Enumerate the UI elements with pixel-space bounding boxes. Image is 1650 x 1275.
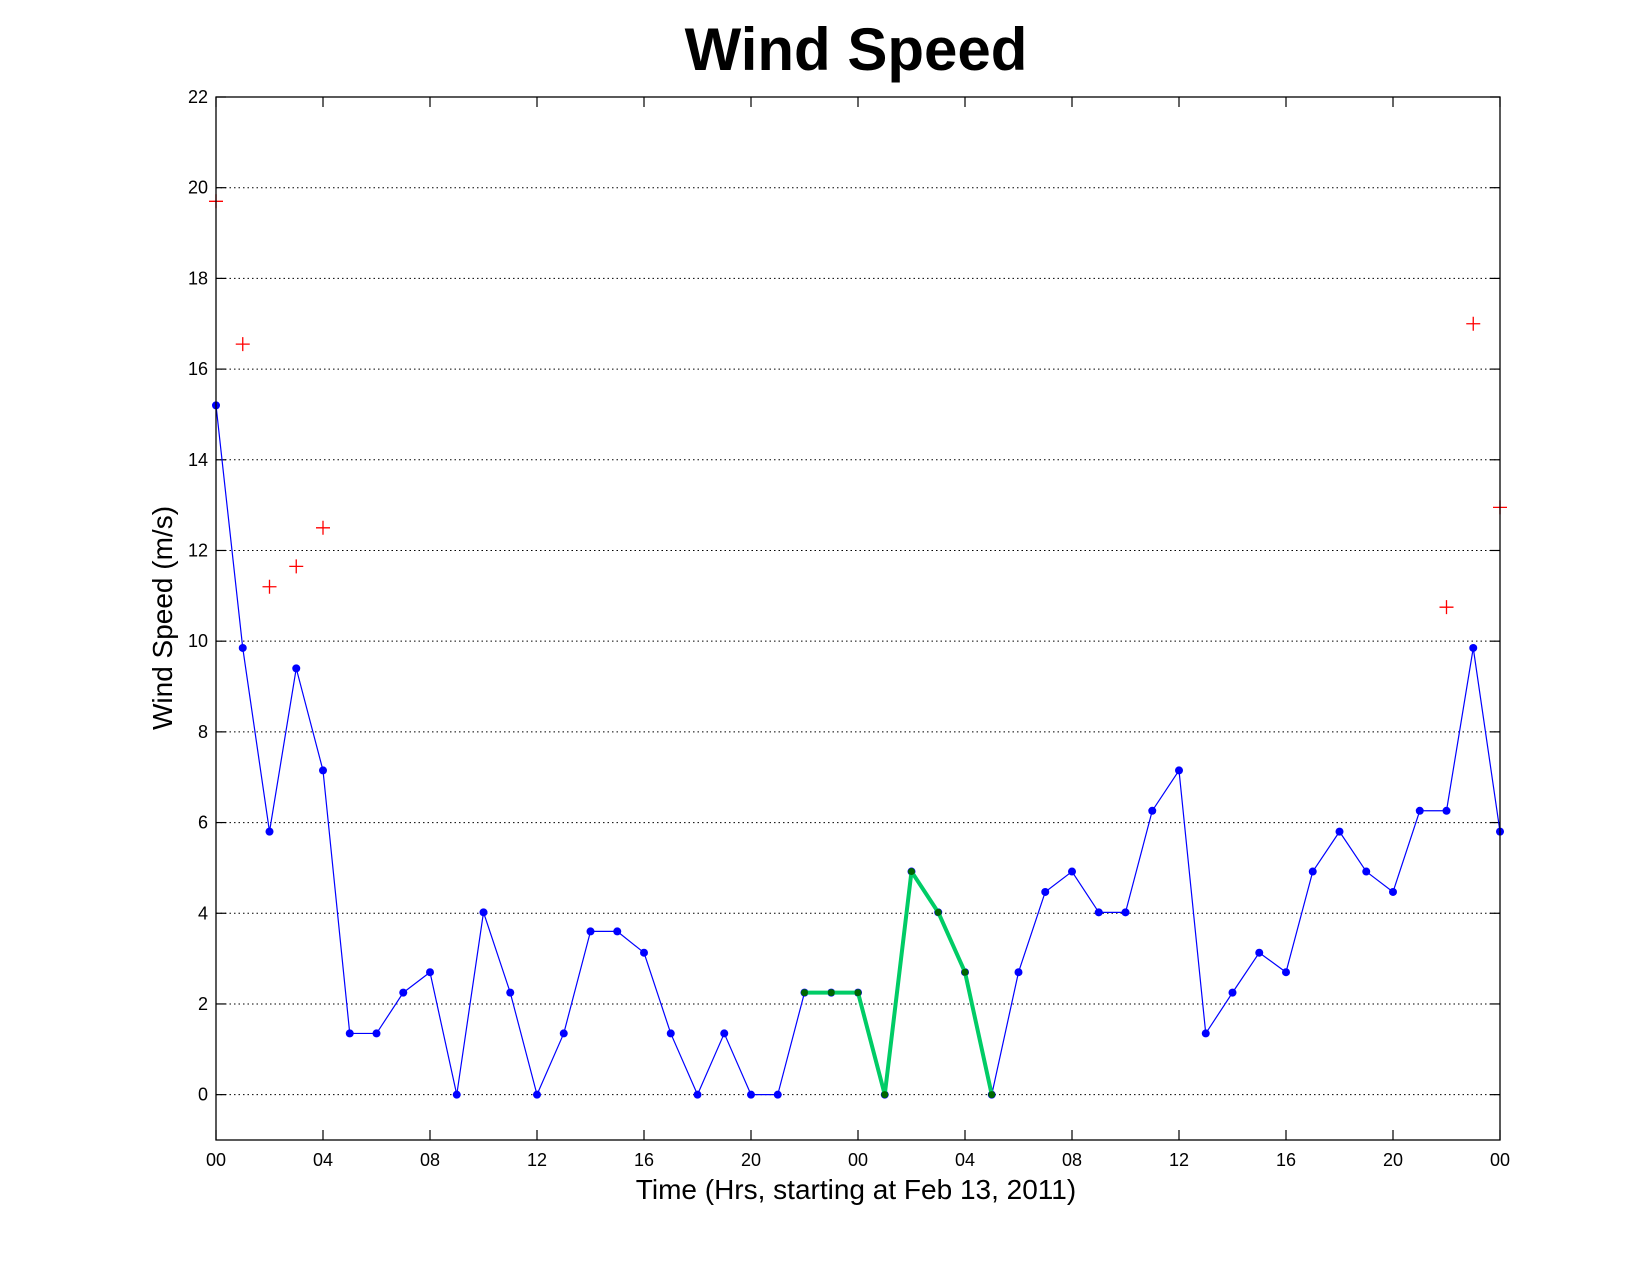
series-1-thick-line-with-dots — [801, 868, 996, 1099]
y-tick-label: 2 — [198, 994, 208, 1014]
outlier-plus-marker — [235, 337, 250, 352]
outlier-plus-marker — [316, 520, 330, 535]
x-tick-label: 16 — [1276, 1150, 1296, 1170]
data-point — [586, 927, 595, 936]
data-point — [345, 1029, 354, 1038]
data-point — [1308, 867, 1317, 876]
x-tick-labels: 00 04 08 12 16 20 00 04 08 12 16 20 00 — [206, 1150, 1510, 1170]
highlight-line — [804, 869, 994, 1097]
data-point — [1469, 643, 1478, 652]
highlight-point — [854, 989, 862, 997]
data-point — [640, 948, 648, 957]
x-axis-label: Time (Hrs, starting at Feb 13, 2011) — [636, 1174, 1076, 1205]
data-point — [238, 643, 247, 652]
y-tick-label: 6 — [198, 813, 208, 833]
data-point — [559, 1029, 568, 1038]
data-point — [479, 908, 488, 917]
x-tick-label: 12 — [1169, 1150, 1189, 1170]
data-point — [1148, 806, 1157, 815]
data-point — [720, 1029, 729, 1038]
data-point — [1442, 806, 1451, 815]
data-point — [319, 766, 327, 775]
x-tick-label: 00 — [1490, 1150, 1510, 1170]
data-point — [292, 664, 301, 673]
data-series — [209, 194, 1507, 1099]
highlight-point — [801, 989, 808, 997]
data-point — [1094, 908, 1103, 917]
data-point — [399, 988, 408, 997]
x-tick-label: 04 — [955, 1150, 975, 1170]
y-tick-label: 8 — [198, 722, 208, 742]
series-2-plus-markers — [209, 194, 1507, 615]
x-tick-label: 16 — [634, 1150, 654, 1170]
x-tick-label: 12 — [527, 1150, 547, 1170]
outlier-plus-marker — [1466, 316, 1481, 331]
highlight-point — [988, 1091, 996, 1099]
y-tick-label: 22 — [188, 87, 208, 107]
data-point — [1175, 766, 1183, 775]
data-point — [1041, 887, 1050, 896]
highlight-point — [827, 989, 835, 997]
outlier-plus-marker — [289, 559, 304, 574]
data-point — [773, 1090, 782, 1099]
data-point — [1255, 948, 1264, 957]
plot-area-frame — [215, 96, 1501, 1141]
x-tick-label: 04 — [313, 1150, 333, 1170]
y-tick-label: 20 — [188, 178, 208, 198]
x-tick-label: 00 — [206, 1150, 226, 1170]
data-point — [1068, 867, 1076, 876]
highlight-point — [934, 908, 942, 916]
outlier-plus-marker — [1439, 600, 1454, 615]
y-tick-label: 0 — [198, 1085, 208, 1105]
data-point — [693, 1090, 702, 1099]
data-point — [1415, 806, 1424, 815]
data-point — [1201, 1029, 1210, 1038]
data-point — [613, 927, 622, 936]
highlight-point — [881, 1091, 889, 1099]
y-tick-label: 12 — [188, 540, 208, 560]
data-point — [265, 827, 274, 836]
data-point — [372, 1029, 381, 1038]
highlight-point — [961, 968, 969, 976]
data-point — [533, 1090, 541, 1099]
data-point — [1014, 968, 1023, 977]
outlier-plus-marker — [262, 579, 277, 594]
x-tick-label: 00 — [848, 1150, 868, 1170]
axis-ticks — [215, 96, 1501, 1140]
x-tick-label: 20 — [741, 1150, 761, 1170]
data-point — [506, 988, 515, 997]
data-point — [1228, 988, 1237, 997]
data-point — [426, 968, 434, 977]
chart-title: Wind Speed — [685, 16, 1028, 83]
y-tick-label: 14 — [188, 450, 208, 470]
y-tick-labels: 0 2 4 6 8 10 12 14 16 18 20 22 — [188, 87, 208, 1105]
y-tick-label: 10 — [188, 631, 208, 651]
y-tick-label: 16 — [188, 359, 208, 379]
x-tick-label: 08 — [1062, 1150, 1082, 1170]
y-axis-label: Wind Speed (m/s) — [147, 506, 178, 730]
data-point — [747, 1090, 755, 1099]
data-point — [1121, 908, 1130, 917]
y-tick-label: 4 — [198, 903, 208, 923]
data-point — [1389, 887, 1397, 896]
y-tick-label: 18 — [188, 268, 208, 288]
grid-lines — [216, 187, 1500, 1096]
x-tick-label: 08 — [420, 1150, 440, 1170]
x-tick-label: 20 — [1383, 1150, 1403, 1170]
data-point — [1282, 968, 1290, 977]
data-point — [1335, 827, 1344, 836]
highlight-point — [908, 868, 915, 876]
data-point — [666, 1029, 675, 1038]
data-point — [452, 1090, 461, 1099]
data-point — [1362, 867, 1371, 876]
